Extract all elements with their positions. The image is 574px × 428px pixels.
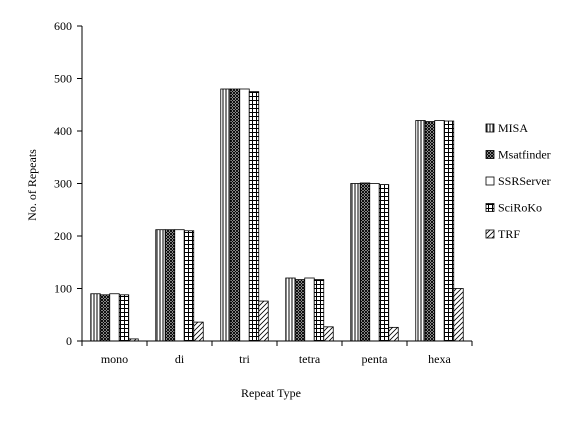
legend-swatch	[485, 150, 495, 159]
y-tick-label: 600	[54, 19, 72, 33]
x-axis-ticks: mono di tri tetra penta hexa	[81, 341, 473, 366]
bar-ssrserver-hexa	[434, 120, 445, 342]
legend-label: SSRServer	[498, 174, 551, 188]
y-tick-label: 300	[54, 177, 72, 191]
bar-sciroko-hexa	[443, 120, 455, 342]
bar-ssrserver-mono	[109, 293, 120, 342]
bar-trf-penta	[388, 326, 399, 342]
bar-ssrserver-tetra	[304, 277, 315, 342]
legend: MISA Msatfinder SSRServer SciRoKo TRF	[485, 121, 551, 241]
bar-sciroko-mono	[118, 294, 130, 342]
bar-ssrserver-penta	[369, 183, 380, 342]
bars	[90, 88, 464, 342]
x-axis-title: Repeat Type	[241, 386, 301, 400]
bar-misa-tetra	[285, 277, 296, 342]
bar-msatfinder-tri	[229, 88, 241, 342]
bar-trf-di	[193, 321, 204, 342]
bar-misa-di	[155, 229, 166, 342]
bar-trf-tri	[258, 300, 269, 342]
legend-swatch	[485, 229, 495, 239]
bar-sciroko-penta	[378, 184, 390, 342]
x-tick-label: penta	[362, 352, 389, 366]
legend-swatch	[485, 203, 495, 212]
bar-sciroko-tri	[248, 91, 260, 342]
bar-ssrserver-tri	[239, 88, 250, 342]
x-tick-label: di	[175, 352, 185, 366]
bar-msatfinder-tetra	[294, 279, 306, 342]
legend-swatch	[485, 123, 495, 133]
plot-area: 0 100 200 300 400 500 600 mono di tri tetra penta h…	[54, 19, 473, 366]
x-tick-label: tri	[239, 352, 250, 366]
bar-misa-penta	[350, 183, 361, 342]
bar-misa-hexa	[415, 120, 426, 342]
y-tick-label: 100	[54, 282, 72, 296]
y-axis-ticks: 0 100 200 300 400 500 600	[54, 19, 82, 348]
legend-label: MISA	[498, 121, 528, 135]
bar-msatfinder-mono	[99, 294, 111, 342]
x-tick-label: mono	[101, 352, 128, 366]
y-tick-label: 200	[54, 229, 72, 243]
bar-ssrserver-di	[174, 229, 185, 342]
x-tick-label: hexa	[428, 352, 451, 366]
legend-label: Msatfinder	[498, 148, 551, 162]
legend-label: SciRoKo	[498, 201, 542, 215]
bar-msatfinder-penta	[359, 182, 371, 342]
bar-msatfinder-di	[164, 229, 176, 342]
y-tick-label: 400	[54, 124, 72, 138]
y-tick-label: 0	[66, 334, 72, 348]
bar-sciroko-tetra	[313, 279, 325, 342]
legend-swatch	[485, 176, 495, 186]
y-axis-title: No. of Repeats	[25, 149, 39, 221]
bar-trf-hexa	[453, 288, 464, 342]
x-tick-label: tetra	[299, 352, 321, 366]
bar-misa-tri	[220, 88, 231, 342]
bar-sciroko-di	[183, 230, 195, 342]
bar-msatfinder-hexa	[424, 121, 436, 342]
bar-trf-tetra	[323, 326, 334, 342]
bar-misa-mono	[90, 293, 101, 342]
y-tick-label: 500	[54, 72, 72, 86]
legend-label: TRF	[498, 227, 520, 241]
